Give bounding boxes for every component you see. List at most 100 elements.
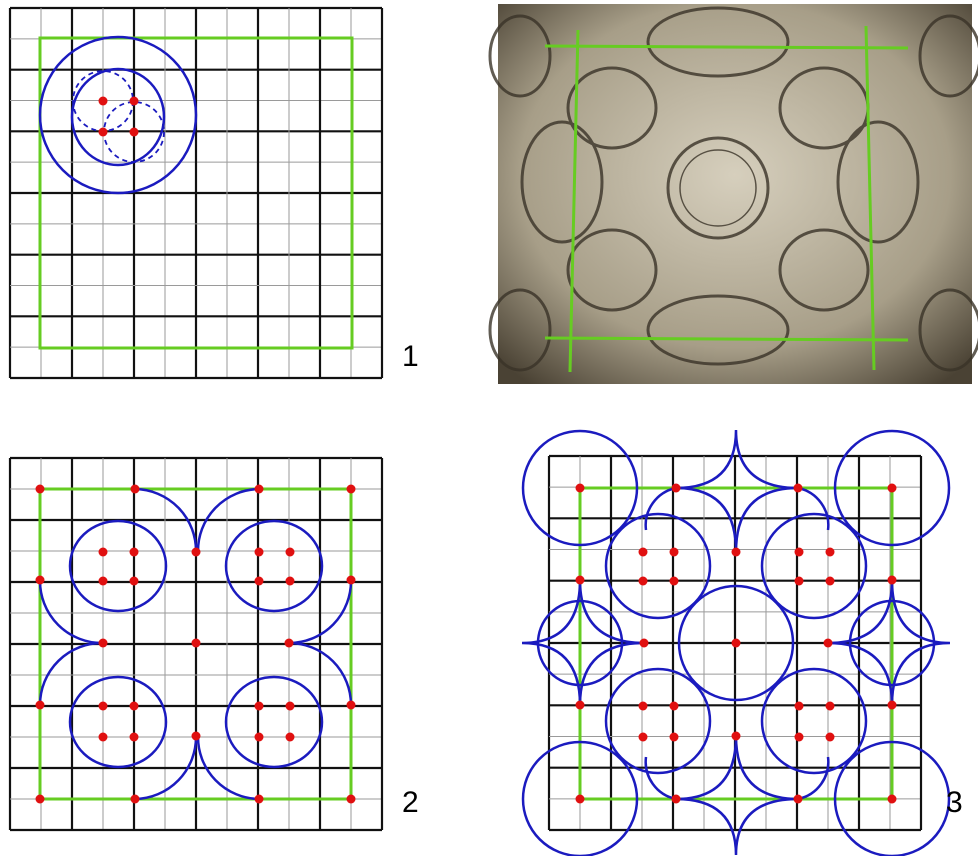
construction-point (794, 732, 804, 742)
construction-curves-2 (38, 487, 353, 801)
points-panel-1 (98, 96, 139, 137)
construction-point (129, 127, 139, 137)
construction-point (35, 575, 45, 585)
construction-point (254, 794, 264, 804)
points-panel-3 (575, 483, 897, 804)
construction-point (129, 547, 139, 557)
oval-bottom-right (224, 675, 324, 769)
construction-point (98, 576, 108, 586)
corner-circle-bl (521, 740, 639, 856)
frame-square-1 (38, 36, 354, 350)
construction-point (285, 732, 295, 742)
construction-point (35, 794, 45, 804)
frame-square-2 (38, 487, 353, 801)
construction-point (887, 483, 897, 493)
construction-point (285, 701, 295, 711)
construction-point (575, 575, 585, 585)
construction-point (35, 484, 45, 494)
oval-bottom-left (68, 675, 168, 769)
oval-top-left (68, 519, 168, 613)
construction-point (129, 701, 139, 711)
oval-top-right (224, 519, 324, 613)
construction-point (284, 638, 294, 648)
construction-point (575, 483, 585, 493)
construction-point (887, 700, 897, 710)
construction-point (254, 701, 264, 711)
construction-point (638, 701, 648, 711)
oval-tr (760, 512, 868, 620)
construction-point (346, 575, 356, 585)
arc-bottom-left (134, 735, 198, 801)
construction-point (129, 576, 139, 586)
half-circle-top-left (644, 486, 677, 531)
star-top (675, 429, 799, 553)
construction-curves-3 (521, 429, 951, 856)
construction-point (669, 701, 679, 711)
construction-point (575, 794, 585, 804)
construction-point (191, 547, 201, 557)
arc-bottom-right (196, 735, 260, 801)
construction-point (98, 732, 108, 742)
construction-point (346, 794, 356, 804)
construction-point (346, 700, 356, 710)
mosaic-frame-lines (544, 25, 909, 373)
grid-panel-2 (8, 456, 384, 832)
center-circle (677, 584, 795, 702)
half-circle-bottom-right (797, 756, 830, 801)
construction-point (671, 483, 681, 493)
construction-point (669, 547, 679, 557)
edge-circle-left (536, 599, 624, 687)
construction-point (639, 638, 649, 648)
construction-point (638, 576, 648, 586)
inner-oval-1 (70, 67, 166, 167)
frame-square-3 (578, 486, 894, 801)
construction-point (638, 732, 648, 742)
construction-point (254, 547, 264, 557)
arc-top-right (196, 487, 260, 553)
panel-3-step-three: 3 (521, 429, 963, 856)
construction-point (254, 576, 264, 586)
construction-point (285, 547, 295, 557)
construction-point (98, 547, 108, 557)
construction-point (794, 547, 804, 557)
panel-2-step-two: 2 (8, 456, 419, 832)
large-circle-1 (38, 35, 198, 195)
construction-point (669, 732, 679, 742)
dashed-circle-1 (39, 36, 197, 194)
arc-left-bottom (38, 641, 104, 706)
construction-point (887, 794, 897, 804)
construction-point (254, 732, 264, 742)
construction-point (793, 483, 803, 493)
construction-point (129, 96, 139, 106)
construction-point (731, 638, 741, 648)
construction-point (669, 576, 679, 586)
edge-circle-right (848, 599, 936, 687)
panel-1-step-one: 1 (8, 6, 419, 380)
construction-point (638, 547, 648, 557)
oval-tl (604, 512, 712, 620)
mosaic-photo-panel (488, 4, 978, 384)
corner-circle-br (833, 740, 951, 856)
construction-point (191, 638, 201, 648)
construction-point (254, 484, 264, 494)
arc-right-bottom (288, 641, 353, 706)
construction-point (98, 127, 108, 137)
construction-point (825, 547, 835, 557)
construction-point (825, 576, 835, 586)
construction-point (731, 731, 741, 741)
mosaic-ornaments (488, 6, 978, 372)
construction-point (731, 547, 741, 557)
construction-point (794, 576, 804, 586)
construction-point (794, 701, 804, 711)
points-panel-2 (35, 484, 356, 804)
oval-br (760, 667, 868, 775)
construction-curves-1 (38, 35, 198, 195)
half-circle-top-right (797, 486, 830, 531)
arc-left-top (38, 579, 104, 645)
construction-point (825, 701, 835, 711)
panel-label-2: 2 (402, 786, 419, 819)
construction-point (98, 701, 108, 711)
grid-panel-1 (8, 6, 384, 380)
construction-point (671, 794, 681, 804)
